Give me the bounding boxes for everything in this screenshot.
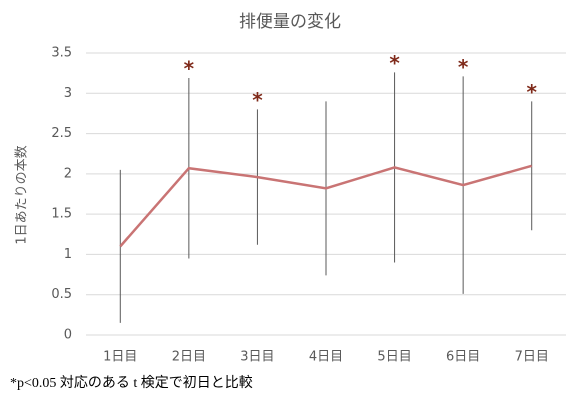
annotation: *p<0.05 対応のある t 検定で初日と比較 xyxy=(10,374,253,391)
y-tick-label: 3.5 xyxy=(51,46,72,61)
x-tick-label: 4日目 xyxy=(309,350,343,365)
y-tick-label: 0 xyxy=(64,328,72,343)
y-tick-label: 0.5 xyxy=(51,287,72,302)
x-tick-label: 5日目 xyxy=(377,350,411,365)
y-tick-label: 3 xyxy=(64,86,72,101)
chart-title: 排便量の変化 xyxy=(239,12,341,32)
significance-mark: * xyxy=(526,80,537,104)
significance-mark: * xyxy=(184,56,195,80)
y-axis-label: 1日あたりの本数 xyxy=(15,145,30,244)
y-tick-label: 1 xyxy=(64,247,72,262)
x-tick-label: 3日目 xyxy=(240,350,274,365)
x-tick-label: 7日目 xyxy=(515,350,549,365)
significance-mark: * xyxy=(389,51,400,75)
y-tick-label: 1.5 xyxy=(51,207,72,222)
line xyxy=(119,164,533,248)
significance-mark: * xyxy=(252,88,263,112)
x-tick-label: 1日目 xyxy=(103,350,137,365)
y-tick-label: 2.5 xyxy=(51,126,72,141)
significance-mark: * xyxy=(458,55,469,79)
x-tick-label: 2日目 xyxy=(172,350,206,365)
y-tick-label: 2 xyxy=(64,166,72,181)
x-tick-label: 6日目 xyxy=(446,350,480,365)
